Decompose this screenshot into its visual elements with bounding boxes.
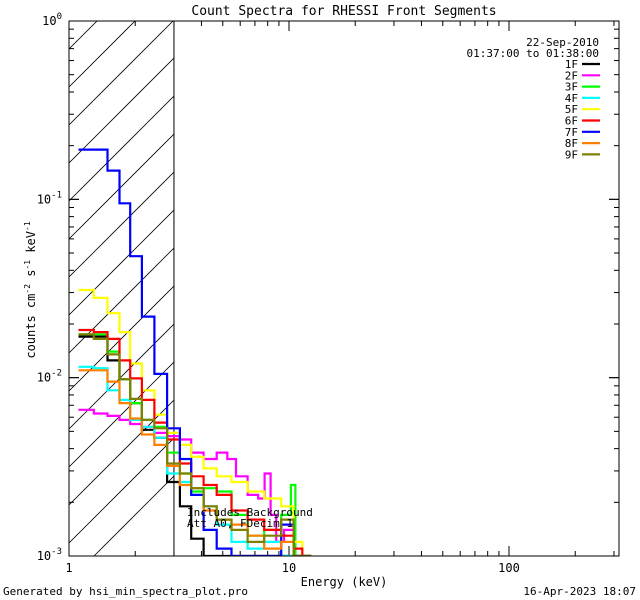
hatch-line	[93, 475, 175, 556]
observation-date: 22-Sep-2010	[526, 36, 599, 49]
y-tick-base: 10	[37, 371, 51, 385]
y-tick-exponent: 0	[57, 12, 62, 22]
legend-label: 4F	[565, 92, 578, 105]
annotation-attenuator: Att A0, FDecim 1	[187, 517, 293, 530]
hatch-line	[69, 399, 175, 506]
y-label-part-c: keV	[24, 231, 38, 260]
legend-label: 1F	[565, 58, 578, 71]
hatch-line	[69, 133, 175, 240]
chart-title: Count Spectra for RHESSI Front Segments	[191, 4, 496, 19]
y-label-part-a: counts cm	[24, 294, 38, 359]
y-tick-exponent: -3	[51, 547, 62, 557]
legend-label: 6F	[565, 115, 578, 128]
series-9F	[78, 333, 312, 556]
hatch-line	[69, 21, 98, 50]
y-label-exp-2: -1	[23, 260, 32, 270]
y-tick-base: 10	[37, 549, 51, 563]
y-tick-label: 10-1	[37, 190, 62, 206]
y-tick-label: 10-2	[37, 369, 62, 385]
y-tick-base: 10	[37, 192, 51, 206]
y-tick-base: 10	[42, 14, 56, 28]
footer-timestamp: 16-Apr-2023 18:07	[523, 585, 636, 598]
time-range: 01:37:00 to 01:38:00	[467, 47, 599, 60]
x-tick-labels: 1 10 100	[65, 561, 519, 575]
legend-label: 8F	[565, 137, 578, 150]
y-label-exp-3: -1	[23, 221, 32, 231]
legend-label: 3F	[565, 81, 578, 94]
series-lines	[78, 148, 312, 556]
hatch-line	[69, 361, 175, 468]
y-label-part-b: s	[24, 270, 38, 284]
x-tick-label: 1	[65, 561, 72, 575]
hatch-line	[69, 57, 175, 164]
hatch-line	[69, 21, 174, 126]
y-tick-exponent: -1	[51, 190, 62, 200]
legend-label: 9F	[565, 148, 578, 161]
plot-frame	[68, 20, 620, 557]
x-tick-label: 10	[282, 561, 296, 575]
series-7F	[78, 148, 312, 556]
legend-label: 5F	[565, 103, 578, 116]
y-tick-exponent: -2	[51, 369, 62, 379]
annotation-background: Includes Background	[187, 506, 313, 519]
x-tick-label: 100	[498, 561, 520, 575]
y-label-exp-1: -2	[23, 284, 32, 294]
y-axis-label: counts cm-2 s-1 keV-1	[23, 221, 38, 358]
hatch-line	[69, 171, 175, 278]
footer-generator: Generated by hsi_min_spectra_plot.pro	[3, 585, 248, 598]
y-tick-label: 100	[42, 12, 62, 28]
legend-label: 7F	[565, 126, 578, 139]
x-axis-label: Energy (keV)	[301, 575, 388, 589]
hatch-line	[69, 323, 175, 430]
excluded-energy-hatch	[69, 21, 175, 556]
hatch-line	[69, 285, 175, 392]
hatch-line	[69, 209, 175, 316]
hatch-line	[69, 437, 175, 544]
y-tick-label: 10-3	[37, 547, 62, 563]
legend-label: 2F	[565, 69, 578, 82]
hatch-line	[69, 95, 175, 202]
series-5F	[78, 288, 312, 556]
hatch-line	[69, 21, 136, 88]
